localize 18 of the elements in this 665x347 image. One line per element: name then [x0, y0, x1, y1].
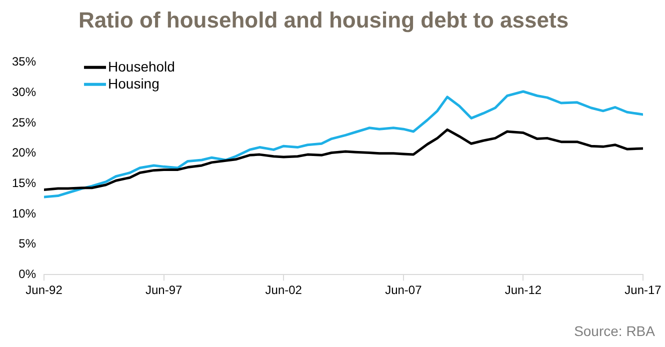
x-tick-label: Jun-17: [624, 283, 662, 298]
y-tick-label: 0%: [18, 266, 36, 281]
x-tick-label: Jun-92: [26, 283, 63, 298]
x-tick-label: Jun-07: [385, 283, 422, 298]
x-tick-label: Jun-97: [145, 283, 182, 298]
x-tick-label: Jun-02: [265, 283, 302, 298]
y-tick-label: 35%: [12, 54, 36, 69]
y-tick-label: 15%: [12, 176, 36, 190]
y-tick-label: 25%: [12, 115, 36, 130]
y-tick-label: 30%: [12, 85, 36, 100]
legend-label: Housing: [108, 75, 160, 92]
y-tick-label: 10%: [12, 206, 36, 220]
source-note: Source: RBA: [574, 322, 656, 339]
legend-label: Household: [108, 58, 175, 74]
y-tick-label: 20%: [12, 146, 36, 160]
y-tick-label: 5%: [18, 236, 36, 251]
x-tick-label: Jun-12: [504, 283, 542, 298]
chart-title: Ratio of household and housing debt to assets: [78, 7, 569, 32]
